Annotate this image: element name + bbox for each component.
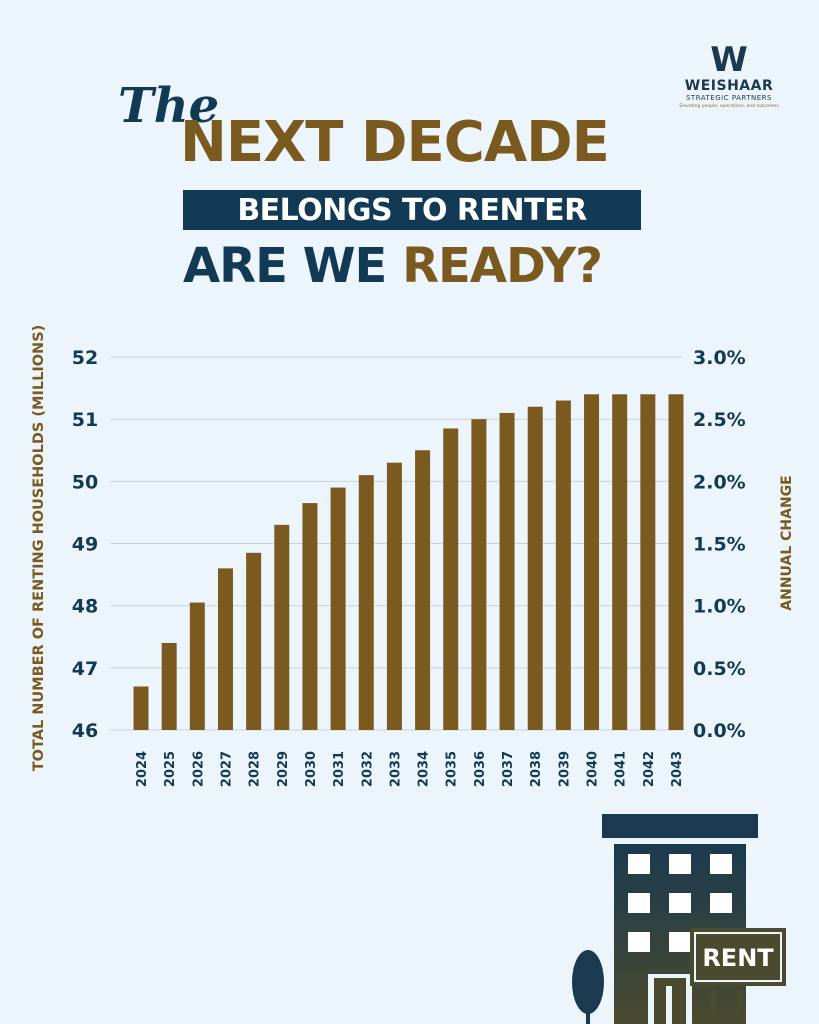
x-tick-label: 2035 [445, 751, 460, 787]
headline-the: The [118, 78, 220, 134]
y2-tick-label: 1.5% [693, 534, 746, 556]
bar-2026 [189, 602, 205, 730]
y2-tick-label: 0.0% [693, 720, 746, 742]
headline-banner: BELONGS TO RENTER [183, 190, 641, 230]
x-tick-label: 2043 [670, 751, 685, 787]
building-illustration: RENT [572, 814, 786, 1024]
rent-sign-post [710, 990, 716, 1024]
headline-are-we-ready: ARE WE READY? [183, 238, 603, 294]
y2-tick-label: 1.0% [693, 596, 746, 618]
building-windows [628, 854, 732, 952]
y-tick-label: 50 [72, 471, 98, 493]
y-tick-label: 46 [72, 720, 98, 742]
bar-2030 [302, 503, 318, 730]
window [628, 854, 650, 874]
y2-tick-label: 0.5% [693, 658, 746, 680]
x-tick-label: 2029 [276, 751, 291, 787]
y-tick-label: 47 [72, 658, 98, 680]
x-tick-label: 2042 [642, 751, 657, 787]
rent-sign-post [736, 990, 742, 1024]
bar-2040 [584, 394, 600, 730]
x-tick-label: 2038 [529, 751, 544, 787]
bar-2043 [668, 394, 684, 730]
x-tick-label: 2039 [557, 751, 572, 787]
headline-are-we: ARE WE [183, 238, 403, 294]
y2-tick-label: 2.0% [693, 471, 746, 493]
bar-chart: 52 51 50 49 48 47 46 3.0% 2.5% 2.0% 1.5% 1.0% 0.5% 0… [31, 325, 795, 787]
window [710, 854, 732, 874]
bar-2031 [330, 487, 346, 730]
headline-belongs-to-renter: BELONGS TO RENTER [237, 192, 587, 228]
rent-sign [690, 928, 786, 986]
logo-tagline: Elevating people, operations, and outcom… [679, 104, 779, 109]
y-axis-label: TOTAL NUMBER OF RENTING HOUSEHOLDS (MILL… [31, 325, 47, 772]
y2-axis-label: ANNUAL CHANGE [779, 475, 795, 610]
logo-mark: W [710, 40, 748, 80]
rent-sign-inner [694, 932, 782, 982]
y-tick-label: 48 [72, 596, 98, 618]
window [669, 932, 691, 952]
tree-trunk [586, 1000, 590, 1024]
window [669, 893, 691, 913]
chart-x-ticks: 2024 2025 2026 2027 2028 2029 2030 2031 2032 2033… [135, 751, 685, 787]
headline-next-decade: NEXT DECADE [180, 110, 610, 175]
logo-subtitle: STRATEGIC PARTNERS [685, 94, 772, 102]
bar-2027 [217, 568, 233, 730]
bar-2035 [443, 428, 459, 730]
window [710, 893, 732, 913]
bar-2025 [161, 642, 177, 730]
x-tick-label: 2033 [388, 751, 403, 787]
window [628, 893, 650, 913]
bar-2041 [612, 394, 628, 730]
y-tick-label: 51 [72, 409, 98, 431]
bar-2038 [527, 406, 543, 730]
y-tick-label: 52 [72, 347, 98, 369]
logo-name: WEISHAAR [684, 78, 774, 94]
x-tick-label: 2032 [360, 751, 375, 787]
bar-2032 [358, 475, 374, 730]
chart-y-ticks: 52 51 50 49 48 47 46 [72, 347, 98, 742]
y2-tick-label: 2.5% [693, 409, 746, 431]
rent-sign-text: RENT [702, 944, 774, 972]
bar-2034 [415, 450, 431, 730]
bar-2037 [499, 412, 515, 730]
y2-tick-label: 3.0% [693, 347, 746, 369]
x-tick-label: 2024 [135, 751, 150, 787]
x-tick-label: 2034 [417, 751, 432, 787]
chart-bars [133, 394, 684, 730]
window [669, 854, 691, 874]
x-tick-label: 2037 [501, 751, 516, 787]
headline-ready: READY? [402, 238, 603, 294]
door-panel [666, 986, 672, 1024]
bar-2028 [246, 552, 262, 730]
x-tick-label: 2026 [191, 751, 206, 787]
y-tick-label: 49 [72, 534, 98, 556]
x-tick-label: 2036 [473, 751, 488, 787]
x-tick-label: 2028 [248, 751, 263, 787]
x-tick-label: 2041 [614, 751, 629, 787]
bar-2036 [471, 419, 487, 730]
x-tick-label: 2031 [332, 751, 347, 787]
bar-2042 [640, 394, 656, 730]
x-tick-label: 2025 [163, 751, 178, 787]
window [628, 932, 650, 952]
bar-2039 [555, 400, 571, 730]
building-roof [602, 814, 758, 838]
x-tick-label: 2030 [304, 751, 319, 787]
bar-2024 [133, 686, 149, 730]
x-tick-label: 2040 [586, 751, 601, 787]
chart-y2-ticks: 3.0% 2.5% 2.0% 1.5% 1.0% 0.5% 0.0% [693, 347, 746, 742]
tree-icon [572, 950, 604, 1014]
bar-2033 [386, 462, 402, 730]
bar-2029 [274, 524, 290, 730]
company-logo: W WEISHAAR STRATEGIC PARTNERS Elevating … [666, 42, 792, 111]
x-tick-label: 2027 [219, 751, 234, 787]
